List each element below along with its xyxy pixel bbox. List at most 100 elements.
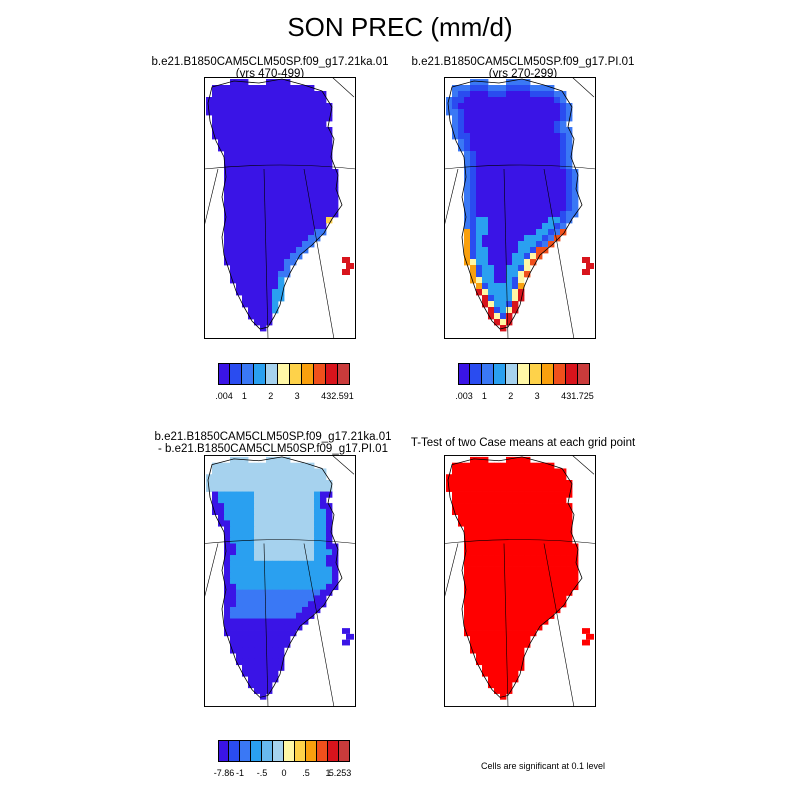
grid-cell <box>524 578 531 585</box>
grid-cell <box>518 115 525 122</box>
grid-cell <box>500 670 507 677</box>
panel-title-line: b.e21.B1850CAM5CLM50SP.f09_g17.21ka.01 <box>151 56 389 68</box>
grid-cell <box>266 199 273 206</box>
grid-cell <box>302 572 309 579</box>
grid-cell <box>488 109 495 116</box>
grid-cell <box>308 91 315 98</box>
grid-cell <box>266 491 273 498</box>
grid-cell <box>212 133 219 140</box>
grid-cell <box>500 277 507 284</box>
grid-cell <box>476 277 483 284</box>
grid-cell <box>524 572 531 579</box>
grid-cell <box>290 259 297 266</box>
grid-cell <box>512 630 519 637</box>
grid-cell <box>314 572 321 579</box>
grid-cell <box>260 115 267 122</box>
grid-cell <box>536 211 543 218</box>
grid-cell <box>230 223 237 230</box>
grid-cell <box>482 151 489 158</box>
grid-cell <box>566 560 573 567</box>
meridian-line <box>303 543 335 707</box>
grid-cell <box>236 531 243 539</box>
grid-cell <box>284 151 291 158</box>
grid-cell <box>536 485 543 492</box>
grid-cell <box>278 531 285 539</box>
grid-cell <box>548 109 555 116</box>
grid-cell <box>482 133 489 140</box>
grid-cell <box>236 624 243 631</box>
grid-cell <box>284 635 291 642</box>
grid-cell <box>314 589 321 596</box>
grid-cell <box>500 163 507 170</box>
grid-cell <box>266 670 273 677</box>
grid-cell <box>554 109 561 116</box>
grid-cell <box>482 211 489 218</box>
grid-cell <box>248 265 255 272</box>
grid-cell <box>464 589 471 596</box>
grid-cell <box>536 85 543 92</box>
grid-cell <box>254 635 261 642</box>
grid-cell <box>572 169 579 176</box>
grid-cell <box>488 612 495 619</box>
grid-cell <box>518 253 525 260</box>
grid-cell <box>224 163 231 170</box>
grid-cell <box>536 175 543 182</box>
grid-cell <box>290 163 297 170</box>
grid-cell <box>272 163 279 170</box>
grid-cell <box>218 468 225 475</box>
grid-cell <box>542 503 549 510</box>
grid-cell <box>278 635 285 642</box>
grid-cell <box>470 121 477 128</box>
grid-cell <box>524 503 531 510</box>
grid-cell <box>236 468 243 475</box>
panel-title-line: T-Test of two Case means at each grid po… <box>410 437 636 449</box>
grid-cell <box>560 578 567 585</box>
grid-cell <box>476 618 483 625</box>
grid-cell <box>560 531 567 539</box>
grid-cell <box>548 91 555 98</box>
grid-cell <box>530 121 537 128</box>
grid-cell <box>296 520 303 527</box>
grid-cell <box>476 531 483 539</box>
grid-cell <box>236 241 243 248</box>
grid-cell <box>326 583 333 591</box>
grid-cell <box>512 462 519 469</box>
grid-cell <box>326 199 333 206</box>
grid-cell <box>524 531 531 539</box>
grid-cell <box>242 121 249 128</box>
grid-cell <box>230 595 237 602</box>
grid-cell <box>476 520 483 527</box>
grid-cell <box>242 462 249 469</box>
grid-cell <box>494 175 501 182</box>
colorbar-swatch <box>530 363 542 385</box>
grid-cell <box>488 181 495 188</box>
grid-cell <box>572 187 579 194</box>
grid-cell <box>290 157 297 164</box>
grid-cell <box>266 259 273 266</box>
grid-cell <box>476 211 483 218</box>
grid-cell <box>260 635 267 642</box>
grid-cell <box>290 537 297 544</box>
grid-cell <box>260 491 267 498</box>
grid-cell <box>542 549 549 556</box>
grid-cell <box>254 211 261 218</box>
grid-cell <box>506 163 513 170</box>
grid-cell <box>518 485 525 492</box>
grid-cell <box>260 658 267 666</box>
grid-cell <box>488 241 495 248</box>
grid-cell <box>236 169 243 176</box>
grid-cell <box>278 508 285 516</box>
colorbar-swatch <box>482 363 494 385</box>
grid-cell <box>272 560 279 567</box>
colorbar-label: -.5 <box>256 768 268 778</box>
grid-cell <box>278 555 285 562</box>
grid-cell <box>242 578 249 585</box>
grid-cell <box>242 641 249 648</box>
grid-cell <box>266 612 273 619</box>
grid-cell <box>542 578 549 585</box>
grid-cell <box>260 520 267 527</box>
grid-cell <box>290 531 297 539</box>
grid-cell <box>464 618 471 625</box>
grid-cell <box>320 531 327 539</box>
grid-cell <box>530 97 537 104</box>
